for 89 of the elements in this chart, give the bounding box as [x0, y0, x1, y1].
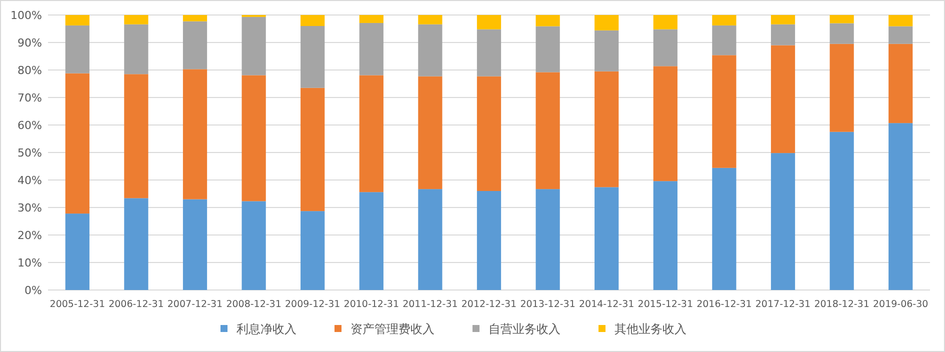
bar	[536, 72, 560, 190]
bar	[359, 75, 384, 192]
bar	[712, 25, 736, 56]
x-tick-label: 2010-12-31	[344, 299, 400, 310]
legend-label: 自营业务收入	[488, 322, 560, 336]
x-tick-label: 2006-12-31	[108, 299, 164, 310]
y-tick-label: 0%	[24, 284, 42, 297]
bar	[888, 26, 913, 44]
bar	[770, 45, 796, 154]
bar	[653, 29, 678, 66]
bar	[65, 214, 90, 290]
legend-label: 其他业务收入	[614, 322, 686, 336]
bar	[300, 15, 325, 26]
bar	[182, 69, 208, 200]
x-tick-label: 2012-12-31	[461, 299, 517, 310]
bar	[418, 15, 442, 24]
bar	[359, 192, 384, 290]
bar	[182, 21, 208, 70]
bar	[300, 211, 325, 290]
bar	[418, 76, 442, 190]
bar	[476, 15, 502, 30]
x-tick-label: 2008-12-31	[226, 299, 282, 310]
y-tick-label: 40%	[18, 174, 42, 187]
x-tick-label: 2005-12-31	[50, 299, 106, 310]
y-tick-label: 20%	[18, 229, 42, 242]
bar	[182, 199, 208, 290]
bar	[476, 76, 502, 191]
x-tick-label: 2018-12-31	[814, 299, 870, 310]
bar	[830, 15, 854, 24]
x-tick-label: 2019-06-30	[872, 299, 928, 310]
x-tick-label: 2016-12-31	[696, 299, 752, 310]
x-tick-label: 2013-12-31	[520, 299, 576, 310]
bar	[594, 30, 619, 72]
bar	[888, 15, 913, 26]
bar	[476, 191, 502, 290]
bar	[242, 16, 266, 76]
bar	[124, 74, 148, 198]
x-tick-label: 2017-12-31	[755, 299, 811, 310]
bar	[124, 24, 148, 74]
y-tick-label: 70%	[18, 92, 42, 104]
x-tick-label: 2015-12-31	[638, 299, 694, 310]
bar	[594, 187, 619, 290]
bar	[653, 181, 678, 290]
bar	[653, 66, 678, 182]
bar	[770, 153, 796, 290]
bar	[888, 44, 913, 124]
bar	[418, 24, 442, 76]
bar	[712, 15, 736, 26]
bar	[124, 198, 148, 290]
x-tick-label: 2011-12-31	[402, 299, 458, 310]
bar	[359, 22, 384, 76]
x-tick-label: 2009-12-31	[284, 299, 340, 310]
bar	[300, 88, 325, 212]
bar	[536, 26, 560, 72]
bar	[300, 26, 325, 88]
bar	[476, 29, 502, 76]
bar	[242, 75, 266, 202]
y-tick-label: 80%	[18, 64, 42, 77]
bar	[594, 71, 619, 188]
bar	[359, 15, 384, 23]
bar	[418, 189, 442, 290]
bar	[830, 44, 854, 132]
bar	[124, 15, 148, 24]
x-tick-label: 2007-12-31	[167, 299, 223, 310]
bar	[770, 15, 796, 24]
bar	[65, 25, 90, 74]
legend-label: 利息净收入	[236, 322, 296, 336]
bar	[65, 73, 90, 214]
bar	[653, 15, 678, 30]
bar	[830, 132, 854, 290]
y-tick-label: 30%	[18, 202, 42, 214]
bar	[594, 15, 619, 30]
legend-label: 资产管理费收入	[350, 322, 434, 336]
y-tick-label: 90%	[18, 36, 42, 50]
bar	[830, 23, 854, 44]
y-tick-label: 60%	[18, 119, 42, 132]
y-tick-label: 50%	[18, 146, 42, 160]
bar	[536, 189, 560, 290]
bar	[65, 15, 90, 26]
bar	[770, 24, 796, 46]
bar	[242, 201, 266, 290]
bar	[182, 15, 208, 22]
bar	[712, 168, 736, 290]
y-tick-label: 10%	[18, 256, 42, 270]
bar	[712, 55, 736, 168]
x-tick-label: 2014-12-31	[578, 299, 634, 310]
bar	[888, 123, 913, 290]
bar	[536, 15, 560, 26]
y-tick-label: 100%	[10, 9, 42, 22]
